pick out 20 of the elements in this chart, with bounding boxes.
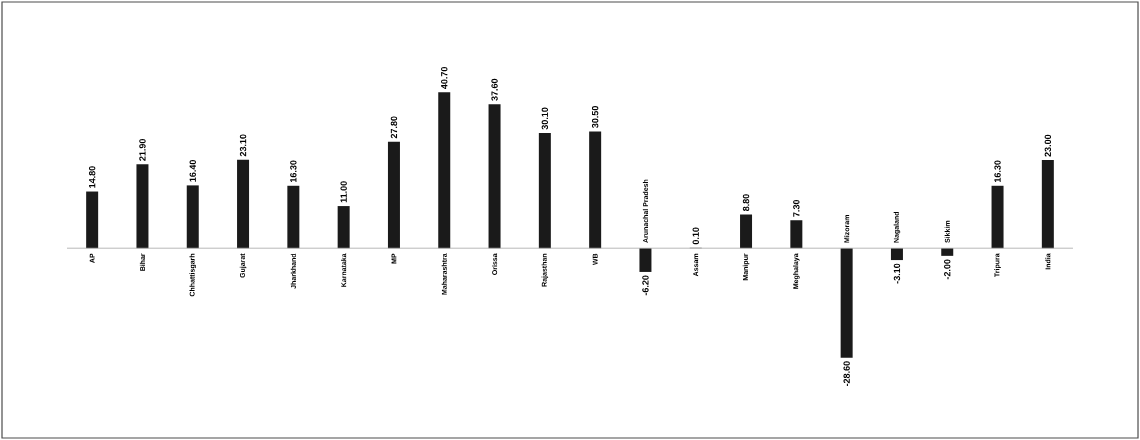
data-label: 16.30 [290,160,297,183]
data-label: 30.10 [541,107,549,130]
data-label: -6.20 [642,275,649,296]
data-label: 27.80 [390,116,398,139]
data-label: 40.70 [441,66,448,89]
data-label: 14.80 [88,166,96,188]
data-label: -3.10 [893,263,901,284]
data-label: 0.10 [692,227,699,245]
data-label: 23.10 [239,134,247,157]
data-label: 11.00 [340,181,347,203]
data-label: 21.90 [139,138,146,161]
data-label: 37.60 [491,78,498,101]
data-label: 23.00 [1044,134,1052,157]
data-label: 16.30 [994,160,1001,183]
data-label: -28.60 [843,361,850,387]
data-label: -2.00 [944,259,951,280]
data-label: 30.50 [591,106,599,128]
data-label: 8.80 [742,194,750,212]
data-label: 7.30 [793,199,800,217]
data-label: 16.40 [189,160,196,182]
